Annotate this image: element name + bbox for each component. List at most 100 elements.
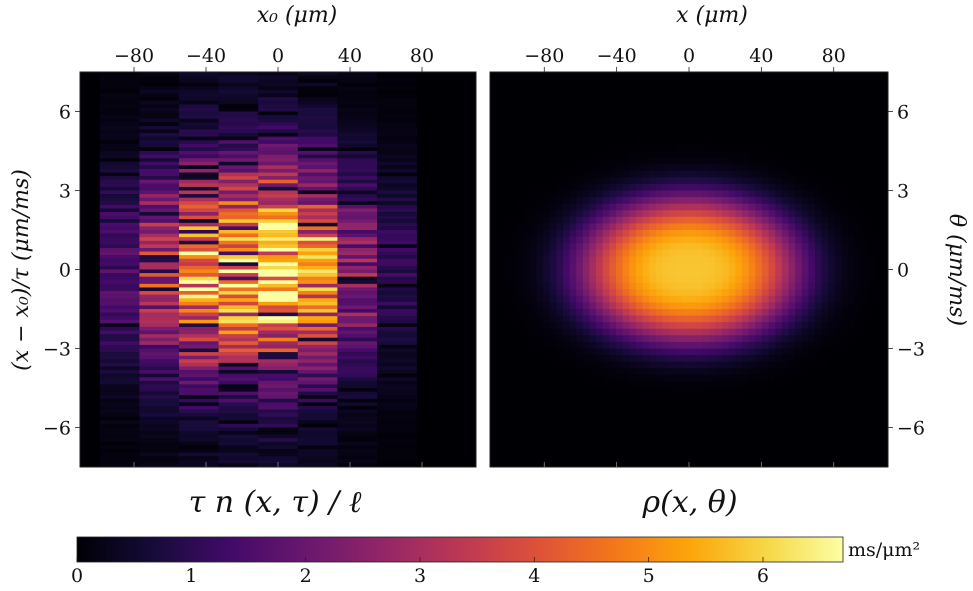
right-heatmap-cell bbox=[841, 72, 849, 79]
left-heatmap-cell bbox=[297, 212, 338, 216]
right-heatmap-cell bbox=[821, 276, 829, 284]
right-heatmap-cell bbox=[655, 295, 663, 303]
left-heatmap-cell bbox=[99, 398, 140, 403]
right-heatmap-cell bbox=[834, 72, 842, 79]
right-heatmap-cell bbox=[728, 328, 736, 336]
right-heatmap-cell bbox=[556, 460, 564, 468]
right-heatmap-cell bbox=[549, 183, 557, 191]
right-heatmap-cell bbox=[616, 355, 624, 363]
right-heatmap-cell bbox=[755, 394, 763, 402]
right-heatmap-cell bbox=[735, 170, 743, 178]
right-heatmap-cell bbox=[788, 85, 796, 93]
right-heatmap-cell bbox=[695, 104, 703, 112]
right-heatmap-cell bbox=[523, 302, 531, 310]
right-heatmap-cell bbox=[589, 91, 597, 99]
right-heatmap-cell bbox=[742, 157, 750, 165]
right-heatmap-cell bbox=[868, 131, 876, 139]
left-heatmap-cell bbox=[377, 409, 417, 414]
right-heatmap-cell bbox=[715, 388, 723, 395]
right-heatmap-cell bbox=[516, 197, 524, 205]
right-heatmap-cell bbox=[755, 216, 763, 224]
right-heatmap-cell bbox=[675, 295, 683, 303]
right-heatmap-cell bbox=[821, 223, 829, 231]
right-heatmap-cell bbox=[689, 407, 697, 415]
right-heatmap-cell bbox=[801, 269, 809, 277]
right-heatmap-cell bbox=[735, 420, 743, 428]
right-heatmap-cell bbox=[675, 104, 683, 112]
right-heatmap-cell bbox=[496, 394, 504, 402]
right-heatmap-cell bbox=[815, 315, 823, 323]
right-heatmap-cell bbox=[629, 203, 637, 211]
right-heatmap-cell bbox=[682, 262, 690, 270]
right-heatmap-cell bbox=[868, 104, 876, 112]
right-heatmap-cell bbox=[576, 276, 584, 284]
left-heatmap-cell bbox=[179, 176, 219, 181]
right-heatmap-cell bbox=[649, 72, 657, 79]
right-heatmap-cell bbox=[848, 309, 856, 316]
right-heatmap-cell bbox=[702, 177, 710, 185]
right-heatmap-cell bbox=[748, 328, 756, 336]
right-heatmap-cell bbox=[596, 302, 604, 310]
left-heatmap-cell bbox=[297, 445, 338, 450]
right-heatmap-cell bbox=[735, 210, 743, 218]
right-heatmap-cell bbox=[496, 348, 504, 356]
right-heatmap-cell bbox=[702, 216, 710, 224]
right-heatmap-cell bbox=[715, 440, 723, 448]
right-heatmap-cell bbox=[881, 262, 889, 270]
right-heatmap-cell bbox=[708, 216, 716, 224]
right-heatmap-cell bbox=[801, 262, 809, 270]
right-heatmap-cell bbox=[596, 434, 604, 442]
right-heatmap-cell bbox=[768, 355, 776, 363]
right-heatmap-cell bbox=[609, 394, 617, 402]
left-heatmap-cell bbox=[179, 244, 219, 249]
right-heatmap-cell bbox=[516, 440, 524, 448]
right-heatmap-cell bbox=[616, 453, 624, 461]
right-heatmap-cell bbox=[576, 164, 584, 172]
right-heatmap-cell bbox=[854, 407, 862, 415]
right-heatmap-cell bbox=[728, 414, 736, 422]
right-heatmap-cell bbox=[642, 315, 650, 323]
right-heatmap-cell bbox=[881, 203, 889, 211]
right-heatmap-cell bbox=[695, 164, 703, 172]
right-heatmap-cell bbox=[543, 322, 551, 330]
right-heatmap-cell bbox=[496, 111, 504, 119]
right-heatmap-cell bbox=[801, 91, 809, 99]
right-heatmap-cell bbox=[808, 111, 816, 119]
left-heatmap-cell bbox=[377, 129, 417, 134]
right-heatmap-cell bbox=[848, 183, 856, 191]
right-heatmap-cell bbox=[649, 137, 657, 145]
right-heatmap-cell bbox=[509, 223, 517, 231]
right-heatmap-cell bbox=[881, 295, 889, 303]
right-heatmap-cell bbox=[728, 85, 736, 93]
left-heatmap-cell bbox=[337, 100, 378, 105]
right-heatmap-cell bbox=[629, 164, 637, 172]
right-heatmap-cell bbox=[854, 137, 862, 145]
right-heatmap-cell bbox=[616, 256, 624, 264]
right-heatmap-cell bbox=[635, 118, 643, 126]
left-heatmap-cell bbox=[139, 172, 180, 177]
right-heatmap-cell bbox=[596, 124, 604, 132]
left-heatmap-cell bbox=[337, 287, 378, 292]
right-heatmap-cell bbox=[781, 407, 789, 415]
right-heatmap-cell bbox=[562, 249, 570, 257]
left-heatmap-cell bbox=[297, 370, 338, 374]
right-heatmap-cell bbox=[622, 124, 630, 132]
right-heatmap-cell bbox=[768, 282, 776, 290]
right-heatmap-cell bbox=[854, 164, 862, 172]
right-heatmap-cell bbox=[536, 328, 544, 336]
left-heatmap-cell bbox=[377, 359, 417, 364]
right-heatmap-cell bbox=[828, 407, 836, 415]
right-heatmap-cell bbox=[569, 368, 577, 376]
right-heatmap-cell bbox=[881, 256, 889, 264]
right-heatmap-cell bbox=[689, 427, 697, 435]
right-heatmap-cell bbox=[748, 427, 756, 435]
right-heatmap-cell bbox=[556, 276, 564, 284]
right-heatmap-cell bbox=[715, 401, 723, 409]
right-heatmap-cell bbox=[536, 236, 544, 244]
right-heatmap-cell bbox=[536, 262, 544, 270]
left-heatmap-cell bbox=[179, 273, 219, 277]
right-heatmap-cell bbox=[669, 190, 677, 198]
right-heatmap-cell bbox=[821, 203, 829, 211]
right-heatmap-cell bbox=[801, 394, 809, 402]
